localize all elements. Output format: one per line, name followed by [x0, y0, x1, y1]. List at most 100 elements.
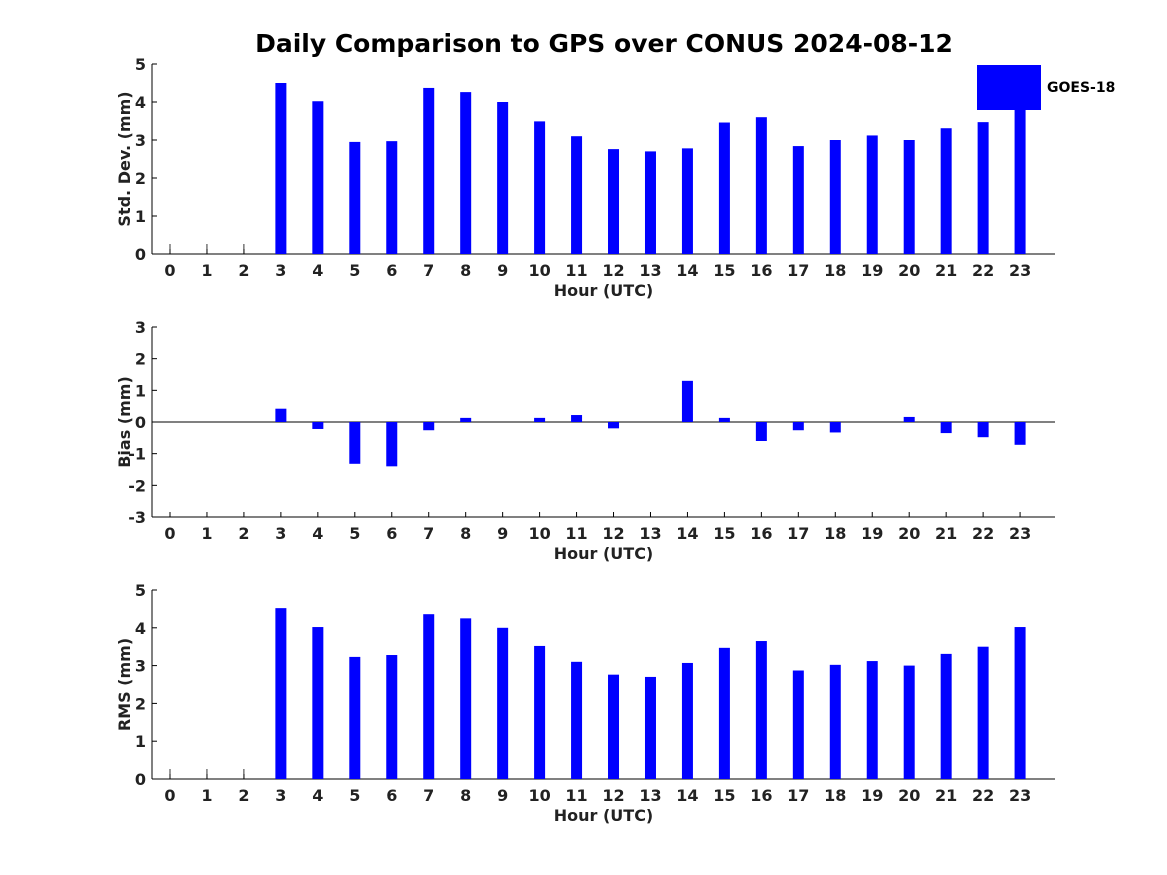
- x-tick-label: 20: [898, 786, 920, 805]
- y-tick-label: 2: [135, 694, 146, 713]
- x-tick-label: 9: [497, 524, 508, 543]
- bar: [940, 422, 952, 434]
- bar: [275, 83, 287, 254]
- bar: [681, 148, 693, 254]
- bar: [386, 655, 398, 779]
- x-tick-label: 7: [423, 786, 434, 805]
- x-tick-label: 5: [349, 786, 360, 805]
- y-tick-label: 4: [135, 93, 146, 112]
- x-tick-label: 7: [423, 261, 434, 280]
- bar: [903, 416, 915, 422]
- x-tick-label: 3: [275, 261, 286, 280]
- x-tick-label: 23: [1009, 261, 1031, 280]
- y-tick-label: 0: [135, 770, 146, 789]
- x-tick-label: 17: [787, 786, 809, 805]
- y-tick-label: -2: [128, 476, 146, 495]
- bar: [312, 101, 324, 255]
- x-tick-label: 18: [824, 524, 846, 543]
- y-tick-label: 0: [135, 413, 146, 432]
- bar: [571, 661, 583, 779]
- x-tick-label: 10: [528, 524, 550, 543]
- bar: [534, 417, 546, 422]
- x-tick-label: 22: [972, 524, 994, 543]
- y-tick-label: 3: [135, 318, 146, 337]
- legend: GOES-18: [977, 65, 1115, 110]
- bar: [349, 656, 361, 779]
- bar: [423, 87, 435, 254]
- bar: [681, 662, 693, 779]
- x-tick-label: 13: [639, 786, 661, 805]
- bar: [275, 408, 287, 422]
- x-tick-label: 16: [750, 261, 772, 280]
- x-tick-label: 8: [460, 524, 471, 543]
- x-tick-label: 5: [349, 261, 360, 280]
- bar: [755, 641, 767, 779]
- y-tick-label: -1: [128, 445, 146, 464]
- bar: [829, 140, 841, 254]
- bar: [940, 653, 952, 779]
- bar: [349, 422, 361, 464]
- bar: [1014, 103, 1026, 255]
- x-tick-label: 22: [972, 786, 994, 805]
- chart-title: Daily Comparison to GPS over CONUS 2024-…: [255, 29, 953, 58]
- y-tick-label: 2: [135, 350, 146, 369]
- bar: [718, 647, 730, 779]
- x-tick-label: 11: [565, 261, 587, 280]
- x-tick-label: 12: [602, 524, 624, 543]
- x-tick-label: 11: [565, 786, 587, 805]
- x-tick-label: 10: [528, 261, 550, 280]
- x-tick-label: 17: [787, 261, 809, 280]
- bar: [349, 141, 361, 254]
- x-tick-label: 9: [497, 786, 508, 805]
- y-tick-label: 0: [135, 245, 146, 264]
- bar: [755, 422, 767, 441]
- x-tick-label: 13: [639, 261, 661, 280]
- x-tick-label: 1: [201, 786, 212, 805]
- bar: [977, 122, 989, 254]
- x-tick-label: 14: [676, 261, 698, 280]
- bar: [792, 670, 804, 779]
- x-tick-label: 3: [275, 786, 286, 805]
- x-tick-label: 21: [935, 261, 957, 280]
- bar: [903, 665, 915, 779]
- bar: [386, 141, 398, 254]
- x-tick-label: 8: [460, 261, 471, 280]
- bar: [792, 146, 804, 254]
- x-tick-label: 17: [787, 524, 809, 543]
- bar: [681, 380, 693, 422]
- x-tick-label: 11: [565, 524, 587, 543]
- x-tick-label: 2: [238, 261, 249, 280]
- y-tick-label: 1: [135, 207, 146, 226]
- y-tick-label: 5: [135, 581, 146, 600]
- bar: [608, 149, 620, 254]
- x-tick-label: 9: [497, 261, 508, 280]
- x-tick-label: 1: [201, 261, 212, 280]
- x-tick-label: 22: [972, 261, 994, 280]
- x-tick-label: 4: [312, 524, 323, 543]
- x-tick-label: 18: [824, 261, 846, 280]
- x-tick-label: 18: [824, 786, 846, 805]
- bar: [386, 422, 398, 467]
- x-axis-label: Hour (UTC): [554, 806, 654, 825]
- x-tick-label: 2: [238, 786, 249, 805]
- y-tick-label: 3: [135, 657, 146, 676]
- bar: [460, 417, 472, 422]
- bar: [866, 135, 878, 254]
- x-tick-label: 1: [201, 524, 212, 543]
- bar: [644, 676, 656, 779]
- bar: [1014, 422, 1026, 445]
- bar: [940, 128, 952, 254]
- x-tick-label: 0: [164, 261, 175, 280]
- bar: [903, 140, 915, 254]
- bar: [829, 664, 841, 779]
- y-tick-label: 4: [135, 619, 146, 638]
- x-tick-label: 7: [423, 524, 434, 543]
- x-tick-label: 6: [386, 261, 397, 280]
- x-tick-label: 16: [750, 786, 772, 805]
- bar: [571, 136, 583, 254]
- bar: [497, 102, 509, 254]
- x-tick-label: 15: [713, 524, 735, 543]
- bar: [1014, 627, 1026, 779]
- x-tick-label: 12: [602, 786, 624, 805]
